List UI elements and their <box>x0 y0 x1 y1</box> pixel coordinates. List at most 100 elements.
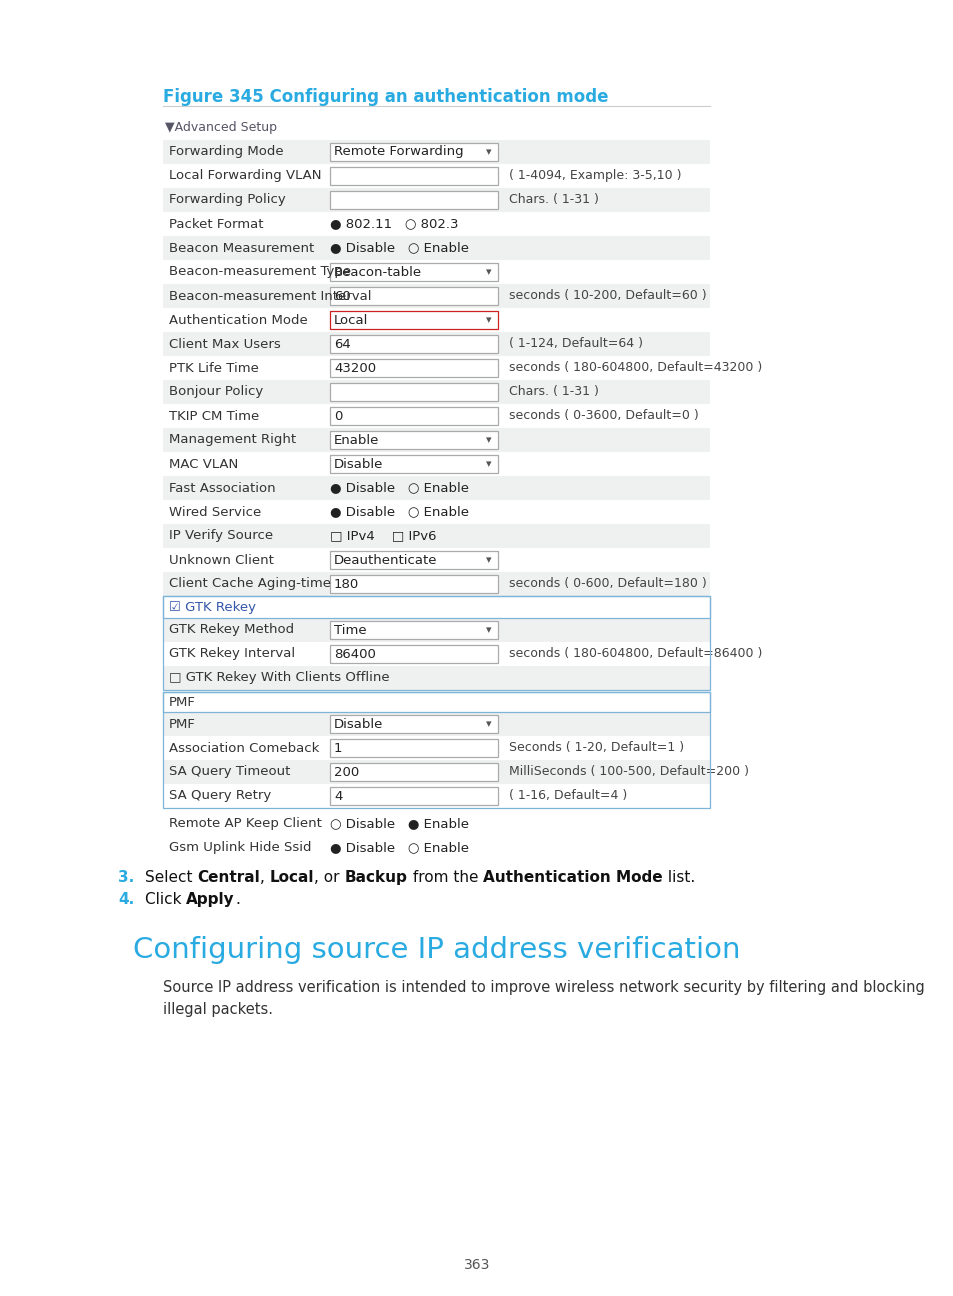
Text: 0: 0 <box>334 410 342 422</box>
Bar <box>163 618 709 642</box>
Text: Management Right: Management Right <box>169 433 295 447</box>
Bar <box>163 692 709 807</box>
Bar <box>330 739 497 757</box>
Bar <box>163 380 709 404</box>
Text: Source IP address verification is intended to improve wireless network security : Source IP address verification is intend… <box>163 980 923 1017</box>
Bar <box>330 575 497 594</box>
Bar <box>163 476 709 500</box>
Text: seconds ( 0-3600, Default=0 ): seconds ( 0-3600, Default=0 ) <box>509 410 698 422</box>
Bar <box>163 712 709 736</box>
Bar <box>330 715 497 734</box>
Text: Unknown Client: Unknown Client <box>169 553 274 566</box>
Text: Beacon-table: Beacon-table <box>334 266 421 279</box>
Text: seconds ( 180-604800, Default=43200 ): seconds ( 180-604800, Default=43200 ) <box>509 362 761 375</box>
Text: seconds ( 0-600, Default=180 ): seconds ( 0-600, Default=180 ) <box>509 578 706 591</box>
Text: ☑ GTK Rekey: ☑ GTK Rekey <box>169 600 255 613</box>
Bar <box>330 359 497 377</box>
Text: ▾: ▾ <box>485 625 491 635</box>
Text: Forwarding Policy: Forwarding Policy <box>169 193 286 206</box>
Bar <box>330 334 497 353</box>
Text: Enable: Enable <box>334 433 379 447</box>
Bar <box>330 407 497 425</box>
Bar <box>330 763 497 781</box>
Bar <box>163 428 709 452</box>
Text: Backup: Backup <box>344 870 407 885</box>
Bar <box>330 167 497 185</box>
Bar <box>163 236 709 260</box>
Text: 4: 4 <box>334 789 342 802</box>
Text: GTK Rekey Method: GTK Rekey Method <box>169 623 294 636</box>
Text: seconds ( 10-200, Default=60 ): seconds ( 10-200, Default=60 ) <box>509 289 706 302</box>
Text: Local: Local <box>270 870 314 885</box>
Bar <box>163 284 709 308</box>
Bar <box>330 455 497 473</box>
Text: MAC VLAN: MAC VLAN <box>169 457 238 470</box>
Text: Remote AP Keep Client: Remote AP Keep Client <box>169 818 321 831</box>
Text: ● 802.11   ○ 802.3: ● 802.11 ○ 802.3 <box>330 218 458 231</box>
Text: 64: 64 <box>334 337 351 350</box>
Text: Association Comeback: Association Comeback <box>169 741 319 754</box>
Bar <box>163 596 709 618</box>
Bar <box>163 188 709 213</box>
Bar <box>330 551 497 569</box>
Text: ,: , <box>260 870 270 885</box>
Text: Select: Select <box>145 870 197 885</box>
Text: ▾: ▾ <box>485 146 491 157</box>
Text: Authentication Mode: Authentication Mode <box>482 870 662 885</box>
Text: , or: , or <box>314 870 344 885</box>
Text: PMF: PMF <box>169 696 195 709</box>
Text: ▾: ▾ <box>485 435 491 445</box>
Text: TKIP CM Time: TKIP CM Time <box>169 410 259 422</box>
Bar <box>163 666 709 689</box>
Text: 200: 200 <box>334 766 359 779</box>
Text: Client Max Users: Client Max Users <box>169 337 280 350</box>
Text: ▾: ▾ <box>485 555 491 565</box>
Text: ○ Disable   ● Enable: ○ Disable ● Enable <box>330 818 469 831</box>
Bar <box>330 311 497 329</box>
Text: Configuring source IP address verification: Configuring source IP address verificati… <box>132 936 740 964</box>
Text: Local: Local <box>334 314 368 327</box>
Bar <box>163 759 709 784</box>
Text: □ GTK Rekey With Clients Offline: □ GTK Rekey With Clients Offline <box>169 671 389 684</box>
Text: SA Query Retry: SA Query Retry <box>169 789 271 802</box>
Text: Chars. ( 1-31 ): Chars. ( 1-31 ) <box>509 193 598 206</box>
Bar <box>163 524 709 548</box>
Text: PMF: PMF <box>169 718 195 731</box>
Bar <box>330 432 497 448</box>
Text: 180: 180 <box>334 578 359 591</box>
Text: 1: 1 <box>334 741 342 754</box>
Text: Remote Forwarding: Remote Forwarding <box>334 145 463 158</box>
Text: ● Disable   ○ Enable: ● Disable ○ Enable <box>330 841 469 854</box>
Text: Disable: Disable <box>334 718 383 731</box>
Text: Deauthenticate: Deauthenticate <box>334 553 437 566</box>
Text: 43200: 43200 <box>334 362 375 375</box>
Text: Disable: Disable <box>334 457 383 470</box>
Text: 60: 60 <box>334 289 351 302</box>
Text: Fast Association: Fast Association <box>169 482 275 495</box>
Text: MilliSeconds ( 100-500, Default=200 ): MilliSeconds ( 100-500, Default=200 ) <box>509 766 748 779</box>
Text: Bonjour Policy: Bonjour Policy <box>169 385 263 398</box>
Bar <box>330 191 497 209</box>
Text: 3.: 3. <box>118 870 134 885</box>
Text: ▾: ▾ <box>485 719 491 728</box>
Text: Packet Format: Packet Format <box>169 218 263 231</box>
Bar <box>163 332 709 356</box>
Bar <box>330 645 497 664</box>
Text: Wired Service: Wired Service <box>169 505 261 518</box>
Text: Chars. ( 1-31 ): Chars. ( 1-31 ) <box>509 385 598 398</box>
Text: 363: 363 <box>463 1258 490 1271</box>
Text: Forwarding Mode: Forwarding Mode <box>169 145 283 158</box>
Text: ● Disable   ○ Enable: ● Disable ○ Enable <box>330 505 469 518</box>
Bar <box>330 787 497 805</box>
Text: Seconds ( 1-20, Default=1 ): Seconds ( 1-20, Default=1 ) <box>509 741 683 754</box>
Text: Gsm Uplink Hide Ssid: Gsm Uplink Hide Ssid <box>169 841 312 854</box>
Bar <box>330 263 497 281</box>
Text: Beacon-measurement Type: Beacon-measurement Type <box>169 266 351 279</box>
Bar <box>330 384 497 400</box>
Text: ● Disable   ○ Enable: ● Disable ○ Enable <box>330 482 469 495</box>
Bar <box>330 143 497 161</box>
Text: ▾: ▾ <box>485 315 491 325</box>
Text: Central: Central <box>197 870 260 885</box>
Text: Local Forwarding VLAN: Local Forwarding VLAN <box>169 170 321 183</box>
Bar <box>163 572 709 596</box>
